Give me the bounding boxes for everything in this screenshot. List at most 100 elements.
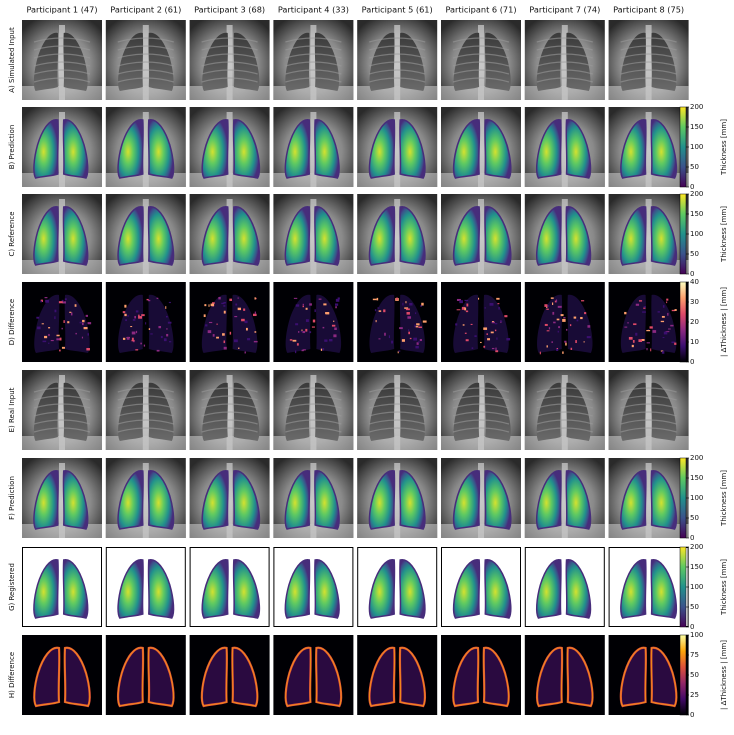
lung-field [369,382,395,441]
rib [201,69,258,75]
rib [369,395,426,401]
diff-speck [59,337,62,341]
image-tile [357,107,438,187]
diff-speck [565,328,568,331]
diff-speck [418,341,420,343]
colorbar-tick-label: 50 [690,514,699,522]
image-tile [441,458,521,538]
image-tile [189,107,270,187]
colorbar-label: | ΔThickness | [mm] [720,640,728,710]
diff-speck [465,339,469,342]
colorbar-tick-label: 100 [690,230,703,238]
colorbar [679,106,687,188]
diff-speck [305,319,309,322]
diff-speck [331,324,336,327]
diff-speck [135,330,138,334]
diff-speck [134,315,137,319]
image-tile [357,458,438,538]
diff-speck [75,332,77,335]
diff-speck [539,351,541,355]
diff-speck [156,349,160,352]
diff-speck [255,297,257,300]
diff-speck [295,304,300,307]
diff-speck [657,311,660,313]
diff-speck [241,318,245,322]
diff-speck [487,338,491,341]
diff-speck [414,324,416,328]
diff-speck [498,306,500,310]
thickness-map [62,559,89,619]
diff-edge [231,647,258,707]
rib [201,411,258,417]
rib [620,77,677,83]
diff-speck [581,300,585,302]
image-tile [189,282,270,362]
thickness-map [232,470,261,530]
row-label: A) Simulated Input [8,27,16,93]
rib [285,411,342,417]
diff-speck [464,332,467,334]
thickness-map [368,470,396,530]
diff-speck [406,312,410,315]
diff-speck [45,299,49,303]
thickness-map [535,206,562,266]
diff-speck [294,350,297,354]
rib [117,403,174,409]
thickness-map [620,206,647,266]
diff-speck [47,342,50,344]
rib [285,61,342,67]
colorbar-tick-label: 200 [690,454,703,462]
rib [33,403,91,409]
thickness-map [33,119,59,179]
diff-speck [583,341,585,343]
diff-speck [628,336,633,340]
diff-speck [37,326,41,330]
diff-region [285,294,311,353]
diff-speck [211,302,215,304]
lung-field [33,382,59,441]
image-tile [273,635,354,715]
spine [394,463,401,538]
rib [285,387,342,393]
diff-speck [416,323,420,326]
thickness-map [565,470,592,530]
diff-speck [500,320,503,322]
row-label: E) Real Input [8,387,16,432]
diff-speck [67,321,70,324]
diff-speck [146,298,149,301]
image-tile [189,20,270,100]
diff-speck [477,297,480,300]
rib [452,61,510,67]
lung-field [202,32,229,91]
diff-speck [398,350,401,352]
diff-speck [252,313,257,317]
image-tile [105,370,186,450]
diff-bg [22,282,102,362]
diff-speck [627,322,629,324]
colorbar-label: Thickness [mm] [720,559,728,616]
lung-field [233,382,260,441]
diff-speck [166,328,168,330]
rib [117,395,174,401]
image-tile [273,20,354,100]
rib [620,419,677,425]
lung-field [536,382,561,441]
rib [117,37,174,43]
diff-speck [145,322,147,325]
diff-speck [631,344,634,348]
diff-speck [555,299,558,303]
lung-field [369,32,395,91]
diff-edge [567,647,593,707]
thickness-map [284,559,311,619]
diff-speck [135,310,139,313]
diff-speck [556,318,560,321]
diff-speck [376,297,379,301]
image-tile [441,282,521,362]
thickness-map [484,470,512,530]
abdomen [357,173,438,187]
diff-speck [638,300,643,302]
diff-speck [471,347,474,349]
diff-region [453,294,479,353]
lung-field [118,32,144,91]
diff-speck [238,347,240,349]
